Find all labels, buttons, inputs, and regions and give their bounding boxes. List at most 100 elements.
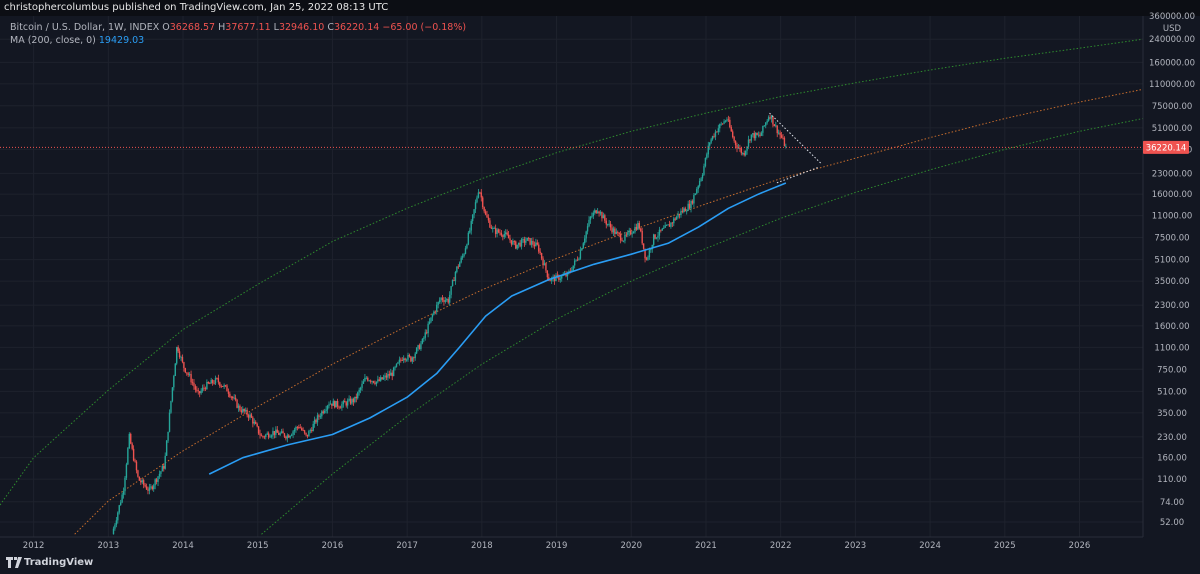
candle-body-227 [438,300,441,303]
candle-body-464 [779,132,781,136]
candle-body-192 [388,374,391,376]
high-label: H [218,22,226,33]
ohlc-legend[interactable]: Bitcoin / U.S. Dollar, 1W, INDEX O36268.… [10,22,466,33]
candle-body-432 [733,136,735,141]
candle-body-355 [622,240,625,242]
candle-body-111 [272,431,274,436]
y-tick-label-10: 2300.00 [1154,301,1189,311]
candle-body-97 [252,417,254,424]
candle-body-435 [737,147,740,149]
candle-body-153 [332,401,335,406]
candle-body-200 [400,359,402,361]
candle-body-24 [147,489,149,491]
candle-body-104 [262,436,264,437]
candle-body-198 [397,362,399,364]
candle-body-428 [727,119,730,121]
candle-body-300 [543,263,546,266]
candle-body-189 [384,375,386,378]
candle-body-320 [572,265,574,271]
candle-body-364 [635,227,638,230]
candle-body-53 [188,374,191,375]
candle-body-197 [395,363,398,367]
candle-body-350 [615,231,618,234]
candle-body-40 [170,400,172,413]
candle-body-311 [559,278,561,280]
candle-body-84 [233,397,235,399]
candle-body-124 [290,434,293,436]
candle-body-416 [710,139,712,143]
candle-body-327 [582,243,584,249]
candle-body-252 [474,202,477,210]
candle-body-391 [674,218,676,220]
candle-body-310 [558,275,560,280]
candle-body-77 [223,385,225,387]
candle-body-288 [526,237,528,241]
candle-body-165 [349,398,352,404]
candle-body-123 [289,435,291,438]
candle-body-315 [565,273,567,277]
candle-body-42 [173,376,175,388]
candle-body-403 [691,201,694,204]
candle-body-455 [766,120,768,123]
candle-body-27 [151,486,153,490]
y-tick-label-1: 74.00 [1160,498,1184,508]
candle-body-39 [168,412,171,432]
candle-body-4 [118,505,120,513]
candle-body-230 [443,300,445,302]
candle-body-326 [581,248,583,251]
y-tick-label-22: 240000.00 [1149,35,1195,45]
candle-body-89 [240,410,243,413]
ma-legend[interactable]: MA (200, close, 0) 19429.03 [10,35,144,46]
candle-body-0 [112,528,115,535]
candle-body-380 [658,229,661,236]
candle-body-293 [533,244,536,247]
candle-body-217 [424,332,426,338]
candle-body-78 [224,385,227,387]
publisher-bar: christophercolumbus published on Trading… [0,0,1200,16]
candle-body-386 [667,224,669,226]
candle-body-263 [490,227,493,229]
candle-body-233 [447,299,449,303]
candle-body-8 [124,477,126,492]
candle-body-369 [642,243,645,249]
candle-body-247 [467,232,470,245]
candle-body-238 [454,272,457,281]
candle-body-191 [387,374,389,378]
candle-body-10 [127,448,129,465]
candle-body-177 [367,377,369,381]
candle-body-133 [303,430,306,433]
candle-body-284 [520,239,523,247]
candle-body-216 [423,337,425,339]
candle-body-35 [163,466,165,469]
candle-body-225 [436,304,438,312]
candle-body-196 [394,366,396,368]
candle-body-290 [529,238,531,245]
candle-body-243 [461,256,464,258]
candle-body-398 [684,208,686,212]
candle-body-423 [720,123,722,125]
candle-body-419 [714,131,717,137]
candle-body-88 [239,405,241,411]
candle-body-417 [711,136,714,140]
candle-body-72 [216,378,218,379]
x-axis[interactable]: 2012 2013 2014 2015 2016 2017 2018 2019 2020 2021… [23,541,1091,551]
x-tick-label-10: 2022 [770,541,792,551]
candle-body-325 [579,250,582,259]
footer: TradingView [0,553,1200,574]
candle-body-280 [515,241,517,249]
candle-body-194 [391,372,393,377]
candle-body-426 [724,120,727,122]
candle-body-7 [122,491,125,495]
candle-body-269 [499,232,501,234]
candle-body-34 [161,466,164,472]
candle-body-141 [315,419,317,423]
candle-body-213 [418,345,421,350]
open-value: 36268.57 [169,22,216,33]
candle-body-98 [253,421,255,424]
candle-body-468 [785,145,787,147]
candle-body-215 [421,338,424,344]
y-axis[interactable]: 52.00 74.00 110.00 160.00 230.00 350.00 510.00… [1149,12,1195,528]
candle-body-151 [329,403,332,405]
candle-body-360 [629,230,632,235]
